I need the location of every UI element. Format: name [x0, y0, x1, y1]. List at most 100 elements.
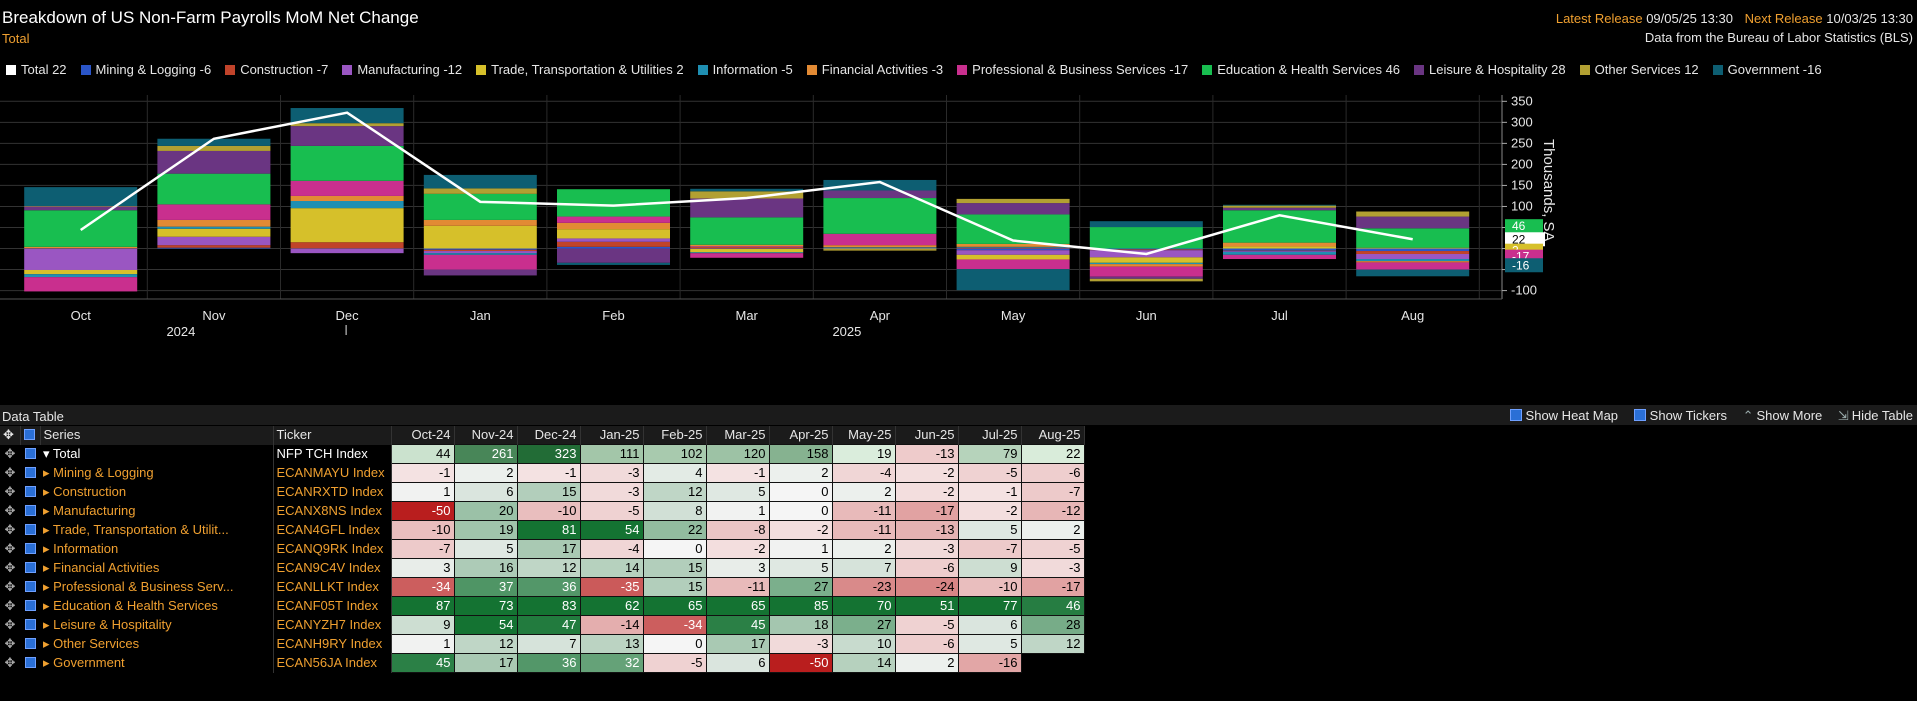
series-cell[interactable]: ▸ Other Services	[40, 634, 274, 654]
table-row[interactable]: ✥ ▸ Education & Health Services ECANF05T …	[0, 596, 1085, 616]
table-row[interactable]: ✥ ▾ Total NFP TCH Index 44 261 323 111 102 120 1…	[0, 444, 1085, 464]
table-row[interactable]: ✥ ▸ Other Services ECANH9RY Index 1 12 7 13 0 1…	[0, 634, 1085, 654]
hide-table-button[interactable]: ⇲ Hide Table	[1838, 408, 1913, 424]
table-row[interactable]: ✥ ▸ Information ECANQ9RK Index -7 5 17 -4 0 -2 1…	[0, 539, 1085, 559]
drag-handle-icon[interactable]: ✥	[4, 560, 16, 575]
row-checkbox[interactable]	[20, 445, 40, 464]
month-column-header[interactable]: Mar-25	[706, 426, 770, 445]
x-tick-label: Jun	[1136, 308, 1157, 323]
table-row[interactable]: ✥ ▸ Financial Activities ECAN9C4V Index 3 1…	[0, 558, 1085, 578]
row-checkbox[interactable]	[20, 635, 40, 654]
drag-handle-icon[interactable]: ✥	[4, 579, 16, 594]
month-column-header[interactable]: Oct-24	[391, 426, 455, 445]
month-column-header[interactable]: Feb-25	[643, 426, 707, 445]
table-row[interactable]: ✥ ▸ Manufacturing ECANX8NS Index -50 20 -10-…	[0, 501, 1085, 521]
drag-handle-icon[interactable]: ✥	[4, 446, 16, 461]
drag-handle-icon[interactable]: ✥	[4, 522, 16, 537]
legend-item[interactable]: Trade, Transportation & Utilities 2	[476, 61, 684, 78]
month-column-header[interactable]: Dec-24	[517, 426, 581, 445]
table-row[interactable]: ✥ ▸ Leisure & Hospitality ECANYZH7 Index 9…	[0, 615, 1085, 635]
ticker-cell[interactable]: ECANQ9RK Index	[273, 539, 392, 559]
value-cell: 14	[579, 558, 644, 578]
series-cell[interactable]: ▸ Government	[40, 653, 274, 673]
series-column-header[interactable]: Series	[40, 426, 274, 445]
table-row[interactable]: ✥ ▸ Construction ECANRXTD Index 1 6 15 -3 12 5 0…	[0, 482, 1085, 502]
drag-handle-icon[interactable]: ✥	[4, 655, 16, 670]
ticker-column-header[interactable]: Ticker	[273, 426, 392, 445]
value-cell: -34	[390, 577, 455, 597]
series-cell[interactable]: ▸ Trade, Transportation & Utilit...	[40, 520, 274, 540]
value-cell: 102	[642, 444, 707, 464]
bar-segment	[1223, 246, 1336, 249]
row-checkbox[interactable]	[20, 559, 40, 578]
month-column-header[interactable]: Jan-25	[580, 426, 644, 445]
month-column-header[interactable]: Jul-25	[958, 426, 1022, 445]
table-row[interactable]: ✥ ▸ Mining & Logging ECANMAYU Index -1 2 -1-…	[0, 463, 1085, 483]
ticker-cell[interactable]: ECANRXTD Index	[273, 482, 392, 502]
drag-handle-icon[interactable]: ✥	[4, 636, 16, 651]
month-column-header[interactable]: Apr-25	[769, 426, 833, 445]
legend-item[interactable]: Manufacturing -12	[342, 61, 462, 78]
ticker-cell[interactable]: ECAN9C4V Index	[273, 558, 392, 578]
drag-handle-icon[interactable]: ✥	[4, 503, 16, 518]
series-cell[interactable]: ▸ Information	[40, 539, 274, 559]
row-checkbox[interactable]	[20, 521, 40, 540]
drag-handle-icon[interactable]: ✥	[4, 598, 16, 613]
series-cell[interactable]: ▸ Construction	[40, 482, 274, 502]
show-more-button[interactable]: ⌃ Show More	[1743, 408, 1823, 424]
table-row[interactable]: ✥ ▸ Trade, Transportation & Utilit... ECA…	[0, 520, 1085, 540]
ticker-cell[interactable]: ECANX8NS Index	[273, 501, 392, 521]
table-row[interactable]: ✥ ▸ Government ECAN56JA Index 45 17 36 32 -5 6-…	[0, 653, 1084, 673]
bar-segment	[1089, 276, 1203, 279]
series-cell[interactable]: ▸ Manufacturing	[40, 501, 274, 521]
legend-item[interactable]: Education & Health Services 46	[1202, 61, 1400, 78]
drag-handle-icon[interactable]: ✥	[4, 617, 16, 632]
legend-item[interactable]: Government -16	[1712, 61, 1822, 78]
select-all-checkbox[interactable]	[20, 426, 41, 445]
drag-handle-icon[interactable]: ✥	[4, 541, 16, 556]
ticker-cell[interactable]: ECAN4GFL Index	[273, 520, 392, 540]
legend-item[interactable]: Mining & Logging -6	[80, 61, 211, 78]
legend-item[interactable]: Construction -7	[225, 61, 328, 78]
row-checkbox[interactable]	[20, 483, 40, 502]
ticker-cell[interactable]: ECANYZH7 Index	[273, 615, 392, 635]
series-cell[interactable]: ▾ Total	[40, 444, 274, 464]
row-checkbox[interactable]	[20, 502, 40, 521]
show-heat-map-toggle[interactable]: Show Heat Map	[1509, 408, 1618, 423]
show-tickers-toggle[interactable]: Show Tickers	[1633, 408, 1727, 423]
month-column-header[interactable]: Jun-25	[895, 426, 959, 445]
ticker-cell[interactable]: ECAN56JA Index	[273, 653, 392, 673]
table-row[interactable]: ✥ ▸ Professional & Business Serv... ECANL…	[0, 577, 1085, 597]
month-column-header[interactable]: Aug-25	[1021, 426, 1085, 445]
legend-item[interactable]: Financial Activities -3	[806, 61, 943, 78]
value-cell: 27	[831, 615, 896, 635]
row-checkbox[interactable]	[20, 464, 40, 483]
ticker-cell[interactable]: NFP TCH Index	[273, 444, 392, 464]
drag-handle-icon[interactable]: ✥	[4, 484, 16, 499]
row-checkbox[interactable]	[20, 654, 40, 673]
series-cell[interactable]: ▸ Professional & Business Serv...	[40, 577, 274, 597]
ticker-cell[interactable]: ECANH9RY Index	[273, 634, 392, 654]
legend-item[interactable]: Other Services 12	[1579, 61, 1699, 78]
series-cell[interactable]: ▸ Education & Health Services	[40, 596, 274, 616]
drag-handle-icon[interactable]: ✥	[4, 465, 16, 480]
row-checkbox[interactable]	[20, 578, 40, 597]
month-column-header[interactable]: Nov-24	[454, 426, 518, 445]
series-cell[interactable]: ▸ Financial Activities	[40, 558, 274, 578]
row-checkbox[interactable]	[20, 616, 40, 635]
series-cell[interactable]: ▸ Leisure & Hospitality	[40, 615, 274, 635]
legend-item[interactable]: Information -5	[697, 61, 793, 78]
legend-item[interactable]: Leisure & Hospitality 28	[1414, 61, 1566, 78]
row-checkbox[interactable]	[20, 540, 40, 559]
value-cell: 1	[705, 501, 770, 521]
row-checkbox[interactable]	[20, 597, 40, 616]
bar-segment	[290, 123, 404, 127]
legend-item[interactable]: Total 22	[6, 61, 67, 78]
ticker-cell[interactable]: ECANLLKT Index	[273, 577, 392, 597]
series-cell[interactable]: ▸ Mining & Logging	[40, 463, 274, 483]
ticker-cell[interactable]: ECANMAYU Index	[273, 463, 392, 483]
ticker-cell[interactable]: ECANF05T Index	[273, 596, 392, 616]
month-column-header[interactable]: May-25	[832, 426, 896, 445]
end-label: 46	[1512, 219, 1526, 233]
legend-item[interactable]: Professional & Business Services -17	[957, 61, 1188, 78]
